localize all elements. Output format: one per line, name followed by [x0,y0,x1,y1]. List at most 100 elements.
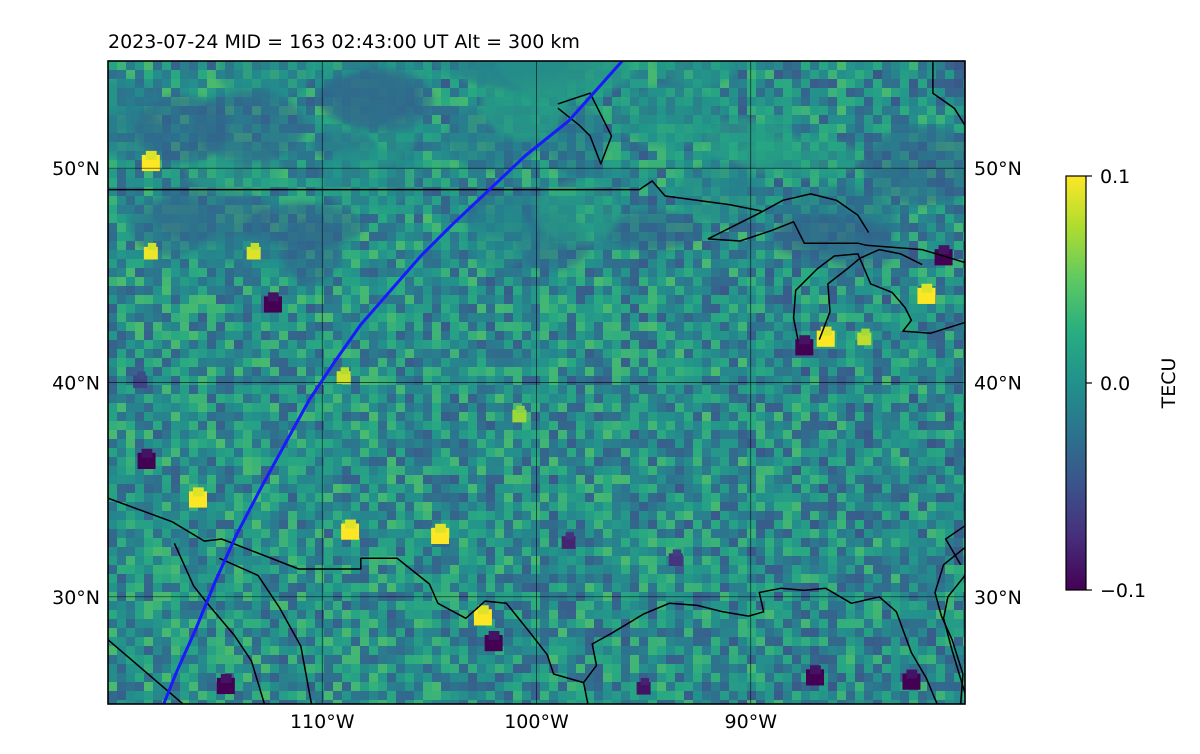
tec-texture-cell [702,448,711,457]
tec-texture-cell [387,511,396,520]
tec-texture-cell [108,250,117,259]
tec-texture-cell [774,502,783,511]
tec-texture-cell [612,466,621,475]
tec-texture-cell [900,484,909,493]
tec-texture-cell [108,259,117,268]
tec-texture-cell [594,385,603,394]
tec-texture-cell [783,502,792,511]
tec-texture-cell [495,358,504,367]
tec-texture-cell [882,421,891,430]
tec-texture-cell [117,448,126,457]
tec-texture-cell [162,295,171,304]
tec-texture-cell [216,349,225,358]
tec-texture-cell [342,313,351,322]
tec-texture-cell [477,313,486,322]
tec-texture-cell [369,340,378,349]
tec-texture-cell [747,331,756,340]
tec-texture-cell [693,394,702,403]
tec-texture-cell [342,421,351,430]
tec-texture-cell [504,475,513,484]
tec-texture-cell [693,241,702,250]
tec-texture-cell [612,97,621,106]
tec-texture-cell [378,367,387,376]
tec-texture-cell [666,394,675,403]
tec-texture-cell [882,268,891,277]
tec-texture-cell [396,295,405,304]
tec-texture-cell [117,502,126,511]
tec-texture-cell [513,376,522,385]
tec-texture-cell [504,385,513,394]
tec-texture-cell [468,493,477,502]
tec-texture-cell [837,133,846,142]
tec-texture-cell [135,403,144,412]
tec-texture-cell [369,322,378,331]
tec-texture-cell [585,367,594,376]
tec-texture-cell [324,349,333,358]
tec-texture-cell [180,322,189,331]
tec-texture-cell [495,385,504,394]
tec-texture-cell [432,151,441,160]
tec-texture-cell [936,331,945,340]
tec-texture-cell [207,358,216,367]
tec-texture-cell [828,259,837,268]
tec-texture-cell [108,241,117,250]
tec-texture-cell [765,511,774,520]
tec-texture-cell [873,331,882,340]
tec-texture-cell [414,439,423,448]
tec-texture-cell [180,340,189,349]
tec-texture-cell [531,484,540,493]
tec-texture-cell [531,448,540,457]
tec-texture-cell [945,205,954,214]
tec-texture-cell [423,277,432,286]
tec-texture-cell [891,88,900,97]
tec-texture-cell [936,439,945,448]
tec-texture-cell [279,475,288,484]
tec-texture-cell [612,403,621,412]
tec-texture-cell [441,502,450,511]
tec-texture-cell [162,502,171,511]
tec-texture-cell [270,493,279,502]
tec-texture-cell [621,421,630,430]
tec-texture-cell [198,259,207,268]
tec-texture-cell [549,322,558,331]
tec-texture-cell [594,286,603,295]
tec-texture-cell [216,412,225,421]
tec-texture-cell [558,439,567,448]
tec-texture-cell [171,376,180,385]
tec-texture-cell [774,61,783,70]
tec-texture-cell [378,214,387,223]
tec-texture-cell [936,70,945,79]
tec-texture-cell [378,493,387,502]
tec-texture-cell [297,520,306,529]
tec-texture-cell [783,439,792,448]
tec-texture-cell [261,340,270,349]
tec-texture-cell [279,331,288,340]
tec-texture-cell [117,367,126,376]
tec-texture-cell [945,223,954,232]
tec-texture-cell [432,466,441,475]
tec-texture-cell [774,394,783,403]
tec-texture-cell [909,259,918,268]
tec-texture-cell [243,475,252,484]
tec-texture-cell [729,403,738,412]
tec-texture-cell [927,412,936,421]
tec-texture-cell [720,466,729,475]
tec-texture-cell [927,520,936,529]
tec-texture-cell [162,304,171,313]
tec-texture-cell [432,484,441,493]
tec-texture-cell [558,349,567,358]
tec-texture-cell [360,421,369,430]
tec-texture-cell [747,295,756,304]
tec-texture-cell [306,115,315,124]
tec-texture-cell [288,448,297,457]
tec-texture-cell [234,286,243,295]
tec-texture-cell [594,403,603,412]
tec-texture-cell [675,520,684,529]
tec-texture-cell [297,295,306,304]
tec-texture-cell [603,502,612,511]
tec-texture-cell [108,232,117,241]
tec-texture-cell [666,268,675,277]
tec-texture-cell [702,520,711,529]
tec-texture-cell [441,286,450,295]
tec-texture-cell [882,403,891,412]
